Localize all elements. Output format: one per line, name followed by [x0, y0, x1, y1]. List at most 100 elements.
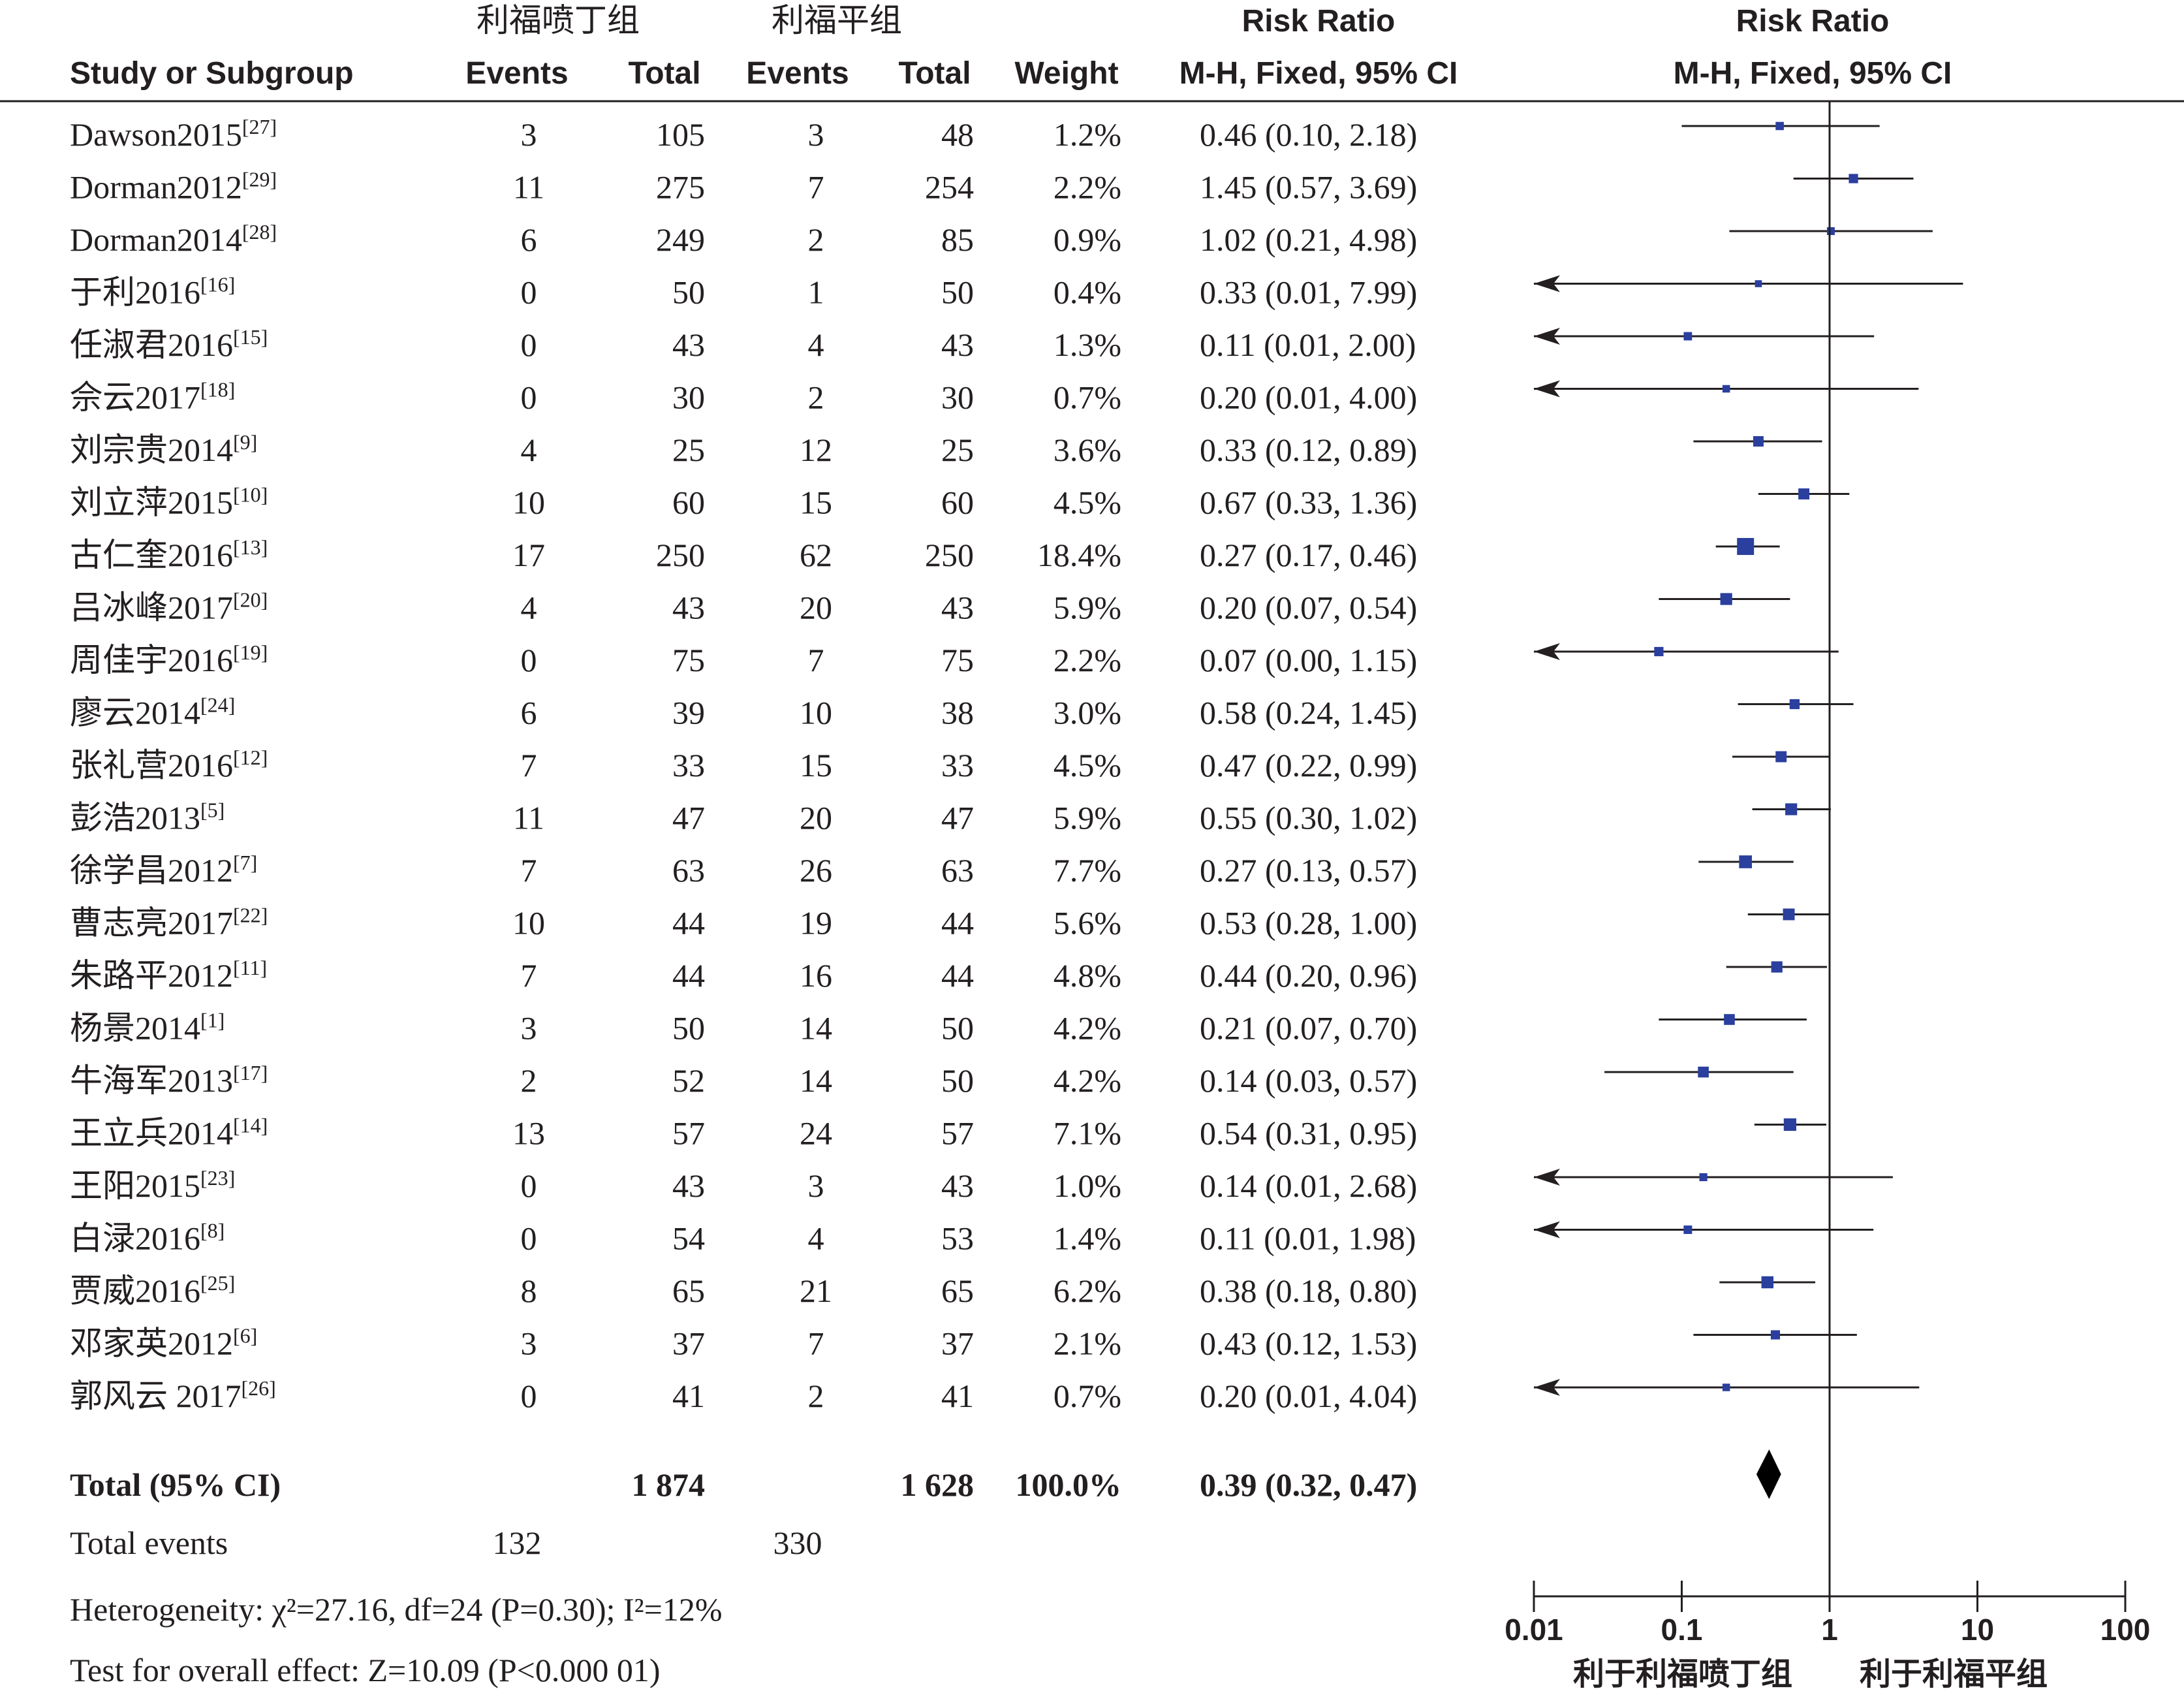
table-row: 彭浩2013[5] 11 47 20 47 5.9% 0.55 (0.30, 1.02) — [70, 798, 1417, 836]
study-name: 杨景2014[1] — [70, 1009, 225, 1047]
events1-column-header: Events — [465, 56, 568, 91]
total-t1: 1 874 — [632, 1466, 706, 1503]
plot-method-header: M-H, Fixed, 95% CI — [1674, 56, 1952, 91]
point-estimate — [1761, 1276, 1774, 1289]
weight: 0.4% — [1053, 274, 1121, 311]
point-estimate — [1683, 332, 1693, 341]
total-t2: 1 628 — [901, 1466, 975, 1503]
favours-left-label: 利于利福喷丁组 — [1573, 1657, 1792, 1691]
study-name: 刘立萍2015[10] — [70, 483, 268, 521]
events-1: 7 — [521, 852, 537, 889]
total-2: 44 — [941, 957, 974, 994]
study-estimate — [1659, 1014, 1807, 1025]
total-1: 39 — [672, 695, 705, 731]
weight: 7.7% — [1053, 852, 1121, 889]
total-1: 43 — [672, 326, 705, 363]
total-2: 85 — [941, 221, 974, 258]
table-row: 周佳宇2016[19] 0 75 7 75 2.2% 0.07 (0.00, 1.15) — [70, 640, 1417, 678]
study-estimate — [1738, 699, 1854, 710]
study-name: 周佳宇2016[19] — [70, 640, 268, 678]
total-1: 54 — [672, 1220, 705, 1257]
events-2: 24 — [800, 1115, 832, 1152]
weight: 1.3% — [1053, 326, 1121, 363]
table-row: 古仁奎2016[13] 17 250 62 250 18.4% 0.27 (0.17, 0.… — [70, 535, 1417, 573]
weight: 5.9% — [1053, 800, 1121, 836]
study-name: 曹志亮2017[22] — [70, 904, 268, 941]
weight: 2.2% — [1053, 169, 1121, 206]
events-1: 8 — [521, 1272, 537, 1309]
point-estimate — [1724, 1014, 1735, 1025]
weight: 5.6% — [1053, 905, 1121, 941]
weight-column-header: Weight — [1014, 56, 1118, 91]
table-row: 刘宗贵2014[9] 4 25 12 25 3.6% 0.33 (0.12, 0.89) — [70, 430, 1417, 468]
total-2: 60 — [941, 484, 974, 521]
study-name: 彭浩2013[5] — [70, 798, 225, 836]
total-1: 37 — [672, 1325, 705, 1362]
total-2: 50 — [941, 1010, 974, 1047]
group2-header: 利福平组 — [772, 2, 902, 39]
ci-text: 0.55 (0.30, 1.02) — [1200, 800, 1417, 836]
events-2: 20 — [800, 800, 832, 836]
ci-arrow — [1534, 275, 1560, 292]
events-1: 2 — [521, 1062, 537, 1099]
study-estimate — [1793, 174, 1914, 183]
table-row: Dorman2012[29] 11 275 7 254 2.2% 1.45 (0.57, 3… — [70, 168, 1417, 206]
total-2: 254 — [925, 169, 974, 206]
study-name: 佘云2017[18] — [70, 378, 235, 416]
events-1: 7 — [521, 957, 537, 994]
total-2: 30 — [941, 379, 974, 416]
total-2: 63 — [941, 852, 974, 889]
total-weight: 100.0% — [1016, 1466, 1122, 1503]
study-estimate — [1719, 1276, 1816, 1289]
events-2: 15 — [800, 484, 832, 521]
events-2: 14 — [800, 1010, 832, 1047]
point-estimate — [1722, 1383, 1730, 1391]
point-estimate — [1771, 961, 1783, 973]
events-2: 62 — [800, 537, 832, 573]
study-name: 廖云2014[24] — [70, 693, 235, 731]
weight: 2.2% — [1053, 642, 1121, 678]
total-2: 57 — [941, 1115, 974, 1152]
events-2: 26 — [800, 852, 832, 889]
events-1: 4 — [521, 432, 537, 468]
events-2: 16 — [800, 957, 832, 994]
ci-text: 0.33 (0.12, 0.89) — [1200, 432, 1417, 468]
ci-text: 0.20 (0.01, 4.00) — [1200, 379, 1417, 416]
events-1: 3 — [521, 1010, 537, 1047]
ci-text: 0.53 (0.28, 1.00) — [1200, 905, 1417, 941]
ci-text: 0.20 (0.01, 4.04) — [1200, 1378, 1417, 1414]
ci-text: 0.43 (0.12, 1.53) — [1200, 1325, 1417, 1362]
ci-text: 0.54 (0.31, 0.95) — [1200, 1115, 1417, 1152]
weight: 1.2% — [1053, 116, 1121, 153]
table-row: 曹志亮2017[22] 10 44 19 44 5.6% 0.53 (0.28, 1.00) — [70, 904, 1417, 941]
events-2: 4 — [808, 326, 824, 363]
events-1: 0 — [521, 1220, 537, 1257]
point-estimate — [1720, 593, 1732, 605]
total-2: 75 — [941, 642, 974, 678]
ci-arrow — [1534, 1379, 1560, 1396]
ci-arrow — [1534, 328, 1560, 345]
study-name: 王阳2015[23] — [70, 1166, 235, 1204]
study-name: 王立兵2014[14] — [70, 1114, 268, 1152]
total-events-e2: 330 — [773, 1525, 822, 1561]
favours-right-label: 利于利福平组 — [1860, 1657, 2048, 1691]
weight: 4.5% — [1053, 484, 1121, 521]
study-estimate — [1534, 380, 1919, 398]
table-row: 于利2016[16] 0 50 1 50 0.4% 0.33 (0.01, 7.99) — [70, 273, 1417, 311]
table-row: 任淑君2016[15] 0 43 4 43 1.3% 0.11 (0.01, 2.00) — [70, 325, 1416, 363]
weight: 5.9% — [1053, 590, 1121, 626]
total-2: 44 — [941, 905, 974, 941]
point-estimate — [1654, 646, 1664, 657]
point-estimate — [1849, 174, 1858, 183]
point-estimate — [1783, 908, 1795, 921]
ci-text: 0.07 (0.00, 1.15) — [1200, 642, 1417, 678]
study-name: 于利2016[16] — [70, 273, 235, 311]
weight: 0.7% — [1053, 379, 1121, 416]
total-1: 30 — [672, 379, 705, 416]
total-1: 275 — [656, 169, 705, 206]
study-estimate — [1534, 643, 1839, 660]
ci-text: 0.14 (0.01, 2.68) — [1200, 1167, 1417, 1204]
point-estimate — [1770, 1330, 1781, 1340]
study-estimate — [1747, 908, 1830, 921]
